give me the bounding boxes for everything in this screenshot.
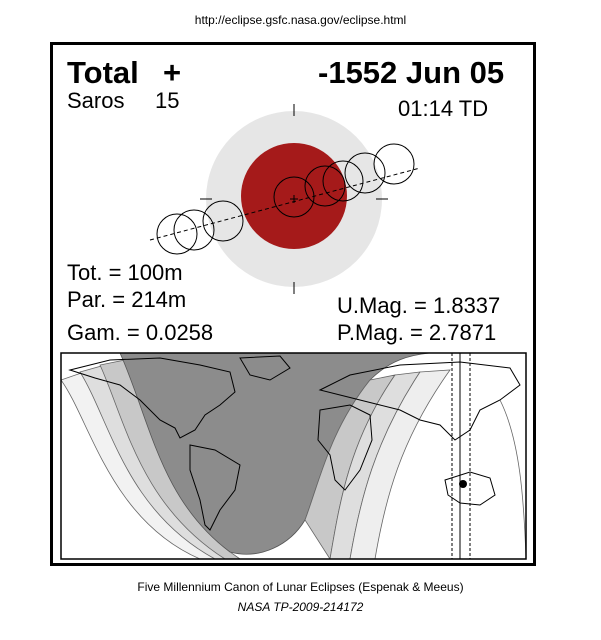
eclipse-time: 01:14 TD [398,96,489,121]
source-url: http://eclipse.gsfc.nasa.gov/eclipse.htm… [194,13,407,27]
moon-position [273,176,315,218]
moon-position [202,200,244,242]
eclipse-type: Total [67,55,139,90]
saros-label: Saros [67,88,125,113]
continent-europe-asia [318,361,521,441]
stat-gam: Gam. = 0.0258 [67,320,214,345]
full-visibility-region [119,353,431,555]
continent-greenland [239,355,291,381]
moon-position [344,152,386,194]
moon-position [373,143,415,185]
moon-path [149,167,421,241]
continent-australia [444,471,496,506]
continent-africa [317,404,373,491]
stat-umag: U.Mag. = 1.8337 [337,293,501,318]
sublunar-point [459,480,467,488]
band-right-3 [349,369,451,559]
footer-line-2: NASA TP-2009-214172 [237,600,364,614]
stat-tot: Tot. = 100m [67,260,183,285]
stat-pmag: P.Mag. = 2.7871 [337,320,497,345]
footer-line-1: Five Millennium Canon of Lunar Eclipses … [137,580,464,594]
moon-position [304,165,346,207]
continent-north-america [68,357,236,439]
continent-south-america [189,444,241,531]
moon-position [322,160,364,202]
eclipse-date: -1552 Jun 05 [318,55,505,90]
saros-number: 15 [155,88,180,113]
eclipse-panel [50,42,536,566]
moon-position [156,213,198,255]
moon-position [173,209,215,251]
band-edge [499,399,526,559]
eclipse-type-symbol: + [163,55,182,90]
stat-par: Par. = 214m [67,287,187,312]
